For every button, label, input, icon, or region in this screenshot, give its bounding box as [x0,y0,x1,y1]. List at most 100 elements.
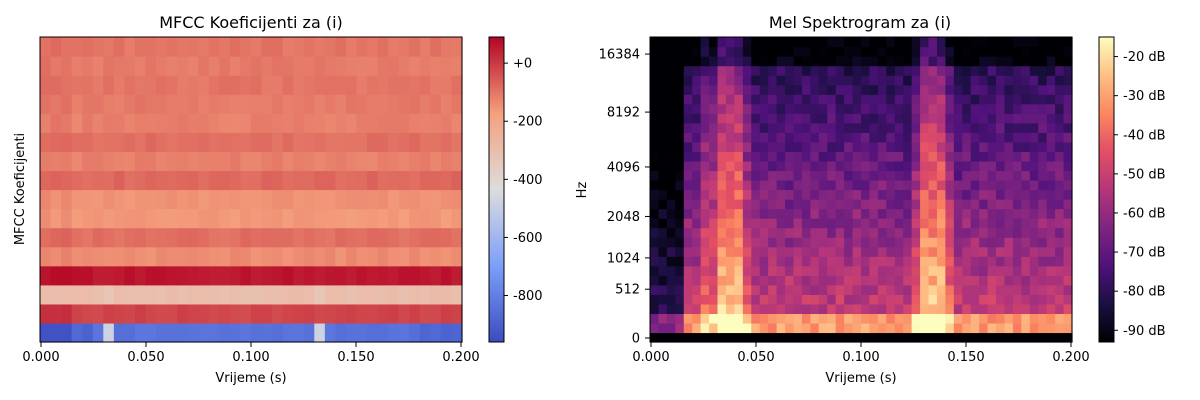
mel-cell [827,113,837,124]
mel-cell [911,37,921,48]
mfcc-cell [82,303,94,324]
mfcc-cell [272,265,284,286]
mel-cell [1004,189,1014,200]
mel-cell [945,246,955,257]
mel-cell [692,56,702,67]
mfcc-cell [145,303,157,324]
mel-cell [734,132,744,143]
mel-cell [1021,246,1031,257]
mel-cell [1021,151,1031,162]
mel-cell [936,122,946,133]
mel-cell [996,179,1006,191]
mel-cell [996,208,1006,219]
mel-cell [835,332,845,343]
mel-cell [675,94,685,105]
mel-cell [1063,208,1073,219]
mfcc-cell [187,265,199,286]
mel-cell [1012,46,1022,57]
mfcc-cell [61,132,73,152]
mel-cell [936,237,946,248]
mel-cell [683,179,693,191]
mel-cell [920,113,930,124]
mfcc-cell [113,265,125,286]
mel-cell [725,151,735,162]
mfcc-cell [50,94,62,114]
mel-cell [734,103,744,114]
mel-cell [1029,208,1039,219]
mel-cell [1021,37,1031,48]
mel-cell [793,208,803,219]
mel-cell [953,237,963,248]
mel-cell [818,160,828,172]
mel-cell [801,37,811,48]
mfcc-cell [303,303,315,324]
mfcc-cell [282,284,294,305]
mfcc-cell [71,265,83,286]
mel-cell [1029,46,1039,57]
mel-cell [1038,170,1048,181]
mel-cell [650,227,660,238]
mfcc-cell [409,113,421,133]
mfcc-cell [430,246,442,267]
mfcc-cell [272,94,284,114]
mfcc-cell [367,113,379,133]
mel-cell [759,199,769,210]
mel-cell [725,284,735,295]
mel-cell [987,313,997,324]
mel-cell [1012,179,1022,191]
mel-cell [1063,160,1073,172]
mfcc-cell [177,189,189,210]
mel-cell [852,189,862,200]
mfcc-cell [324,37,336,57]
mel-cell [692,227,702,238]
mel-cell [835,56,845,67]
mel-cell [1004,160,1014,172]
mel-cell [666,322,676,334]
mfcc-cell [198,284,210,305]
mel-cell [936,151,946,162]
mel-cell [818,256,828,267]
mel-cell [996,151,1006,162]
mel-cell [658,46,668,57]
mel-cell [911,94,921,105]
mel-cell [827,132,837,143]
mel-cell [861,84,871,95]
mel-cell [1012,56,1022,67]
mel-cell [936,303,946,315]
mel-cell [675,246,685,257]
mel-cell [675,37,685,48]
mel-cell [936,275,946,286]
mel-cell [692,151,702,162]
mel-cell [962,113,972,124]
mel-cell [675,122,685,133]
mel-cell [987,94,997,105]
mel-cell [768,46,778,57]
mfcc-cell [388,94,400,114]
mfcc-cell [40,170,52,191]
mel-cell [742,208,752,219]
mel-cell [911,322,921,334]
mel-cell [801,265,811,276]
mfcc-cell [314,265,326,286]
mel-cell [1038,294,1048,305]
mel-cell [987,122,997,133]
mfcc-cell [240,246,252,267]
mel-cell [1029,113,1039,124]
mel-cell [979,37,989,48]
mel-cell [666,294,676,305]
mel-cell [818,94,828,105]
mel-cell [793,65,803,76]
mfcc-cell [388,170,400,191]
mel-cell [877,113,887,124]
mfcc-cell [240,227,252,248]
mfcc-cell [335,132,347,152]
mel-cell [945,113,955,124]
mel-cell [818,151,828,162]
mel-cell [1021,332,1031,343]
mfcc-cell [282,151,294,172]
mel-cell [1012,332,1022,343]
mel-cell [801,132,811,143]
mel-cell [953,94,963,105]
mfcc-cell [419,56,431,76]
mel-cell [877,332,887,343]
